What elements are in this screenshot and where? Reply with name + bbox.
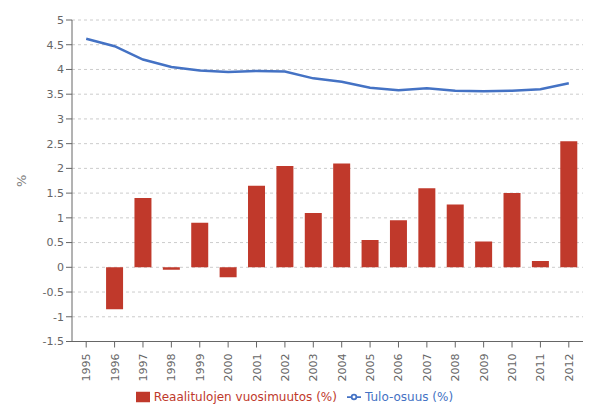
- svg-text:3.5: 3.5: [47, 88, 65, 101]
- svg-text:2011: 2011: [534, 354, 547, 382]
- svg-text:1995: 1995: [80, 354, 93, 382]
- svg-text:3: 3: [57, 113, 64, 126]
- svg-text:2003: 2003: [307, 354, 320, 382]
- svg-text:4.5: 4.5: [47, 39, 65, 52]
- svg-text:2001: 2001: [251, 354, 264, 382]
- svg-text:1.5: 1.5: [47, 187, 65, 200]
- svg-text:1998: 1998: [165, 354, 178, 382]
- svg-text:1: 1: [57, 212, 64, 225]
- svg-text:2: 2: [57, 162, 64, 175]
- svg-text:2007: 2007: [421, 354, 434, 382]
- html-text:Tulo-osuus (%): Tulo-osuus (%): [364, 389, 454, 404]
- svg-text:1996: 1996: [109, 354, 122, 382]
- svg-text:2.5: 2.5: [47, 138, 65, 151]
- svg-text:2002: 2002: [279, 354, 292, 382]
- svg-text:2012: 2012: [563, 354, 576, 382]
- svg-text:0: 0: [57, 261, 64, 274]
- svg-text:5: 5: [57, 14, 64, 27]
- svg-text:1999: 1999: [194, 354, 207, 382]
- svg-text:%: %: [14, 175, 29, 187]
- html-text:Reaalitulojen vuosimuutos (%): Reaalitulojen vuosimuutos (%): [153, 389, 337, 404]
- svg-text:-0.5: -0.5: [43, 286, 64, 299]
- svg-text:4: 4: [57, 63, 64, 76]
- svg-text:2004: 2004: [336, 354, 349, 382]
- svg-text:-1.5: -1.5: [43, 335, 64, 348]
- svg-text:0.5: 0.5: [47, 236, 65, 249]
- svg-text:2008: 2008: [449, 354, 462, 382]
- svg-text:2006: 2006: [392, 354, 405, 382]
- svg-text:1997: 1997: [137, 354, 150, 382]
- svg-text:2009: 2009: [478, 354, 491, 382]
- svg-text:2005: 2005: [364, 354, 377, 382]
- svg-text:-1: -1: [53, 311, 64, 324]
- svg-text:2000: 2000: [222, 354, 235, 382]
- svg-text:2010: 2010: [506, 354, 519, 382]
